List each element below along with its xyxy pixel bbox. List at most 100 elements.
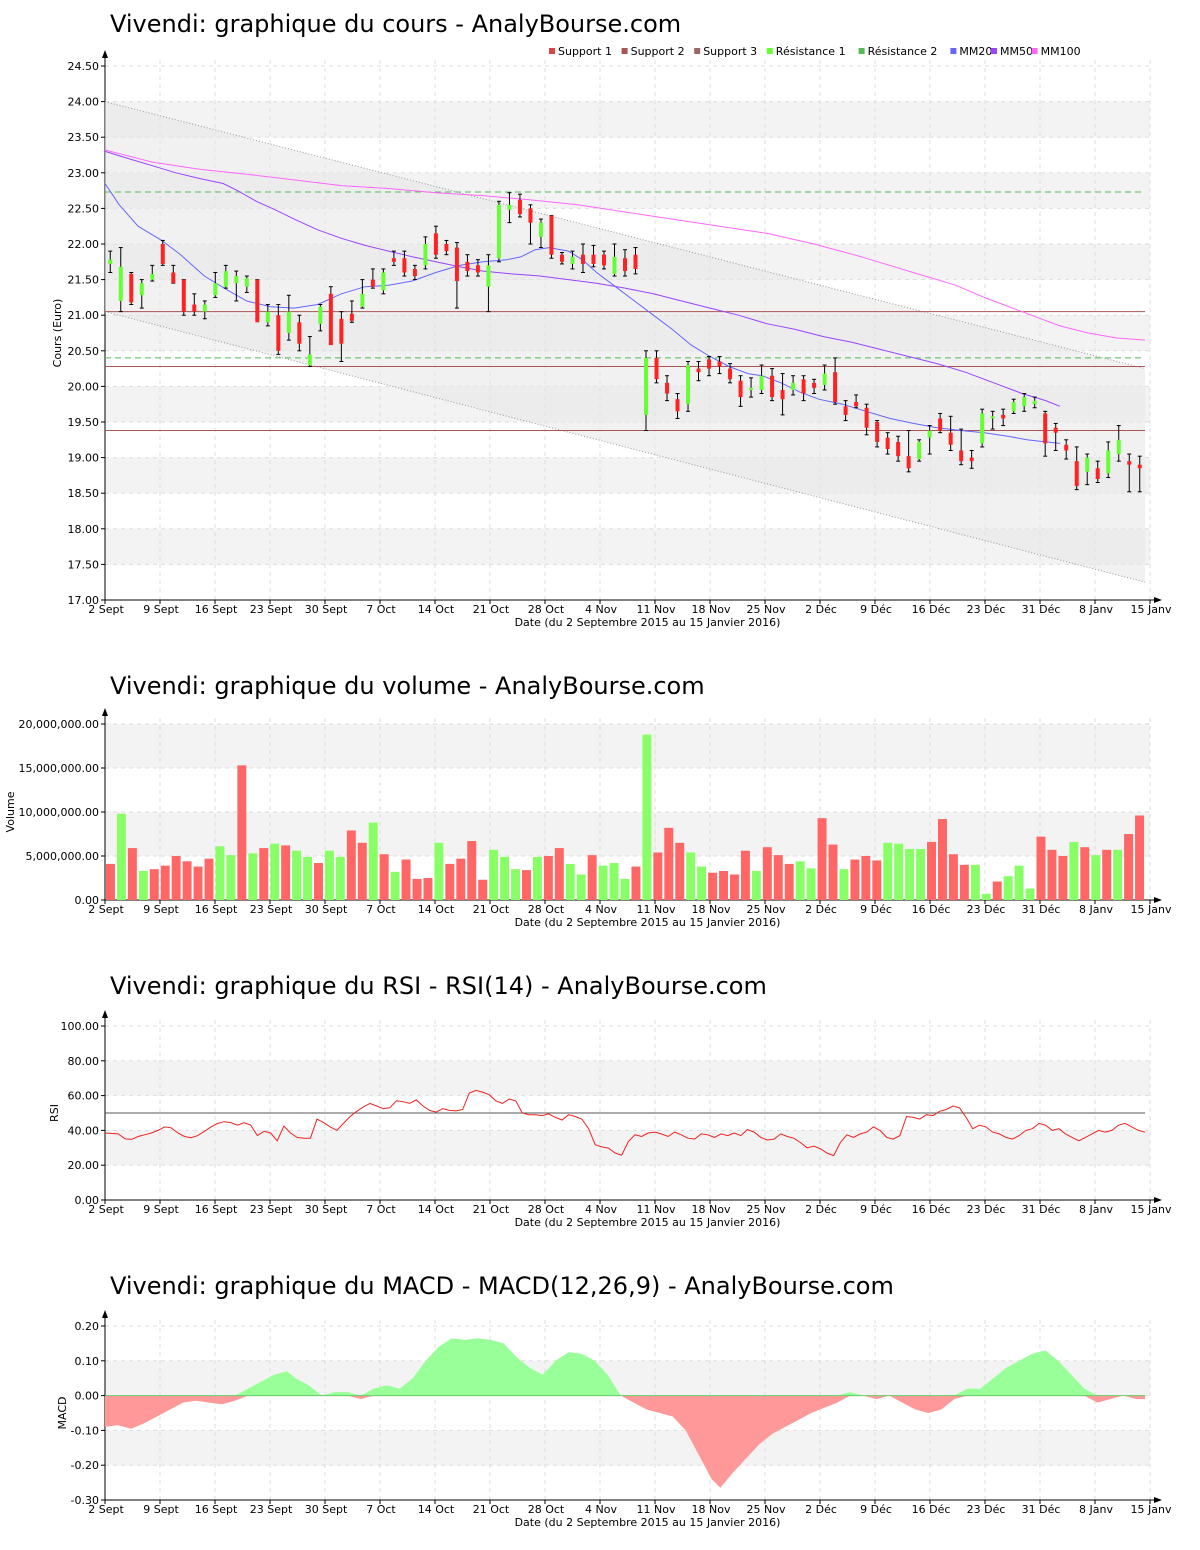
candle-body <box>538 222 543 237</box>
volume-bar <box>324 850 334 900</box>
volume-bar <box>1014 865 1024 900</box>
x-tick-label: 7 Oct <box>366 903 396 916</box>
x-tick-label: 28 Oct <box>528 1503 565 1516</box>
candle-body <box>486 265 491 287</box>
x-tick-label: 7 Oct <box>366 1503 396 1516</box>
candle-body <box>465 261 470 272</box>
candle-body <box>265 311 270 323</box>
candle-body <box>759 375 764 390</box>
volume-bar <box>335 856 345 900</box>
volume-bar <box>412 878 422 900</box>
volume-bar <box>981 893 991 900</box>
grid-band <box>105 724 1150 768</box>
candle-body <box>728 368 733 380</box>
x-tick-label: 15 Janv <box>1131 603 1172 616</box>
x-tick-label: 31 Déc <box>1022 903 1061 916</box>
volume-bar <box>193 866 203 900</box>
x-tick-label: 23 Déc <box>967 1503 1006 1516</box>
volume-chart-title: Vivendi: graphique du volume - AnalyBour… <box>110 672 705 700</box>
x-tick-label: 14 Oct <box>418 603 455 616</box>
y-tick-label: 22.50 <box>68 202 100 215</box>
x-tick-label: 15 Janv <box>1131 1503 1172 1516</box>
candle-body <box>1064 444 1069 451</box>
volume-bar <box>445 863 455 900</box>
x-tick-label: 21 Oct <box>473 603 510 616</box>
volume-bar <box>106 863 115 900</box>
candle-body <box>444 244 449 252</box>
candle-body <box>475 265 480 273</box>
x-tick-label: 16 Sept <box>195 603 238 616</box>
volume-bar <box>664 827 674 900</box>
macd-chart: -0.30 -0.20 -0.10 0.00 0.10 0.20 2 Sept 9 Sept 1… <box>56 1310 1172 1529</box>
x-axis-arrow <box>1154 1197 1162 1203</box>
volume-bar <box>1124 834 1134 900</box>
volume-bar <box>1080 847 1090 900</box>
candle-body <box>1001 414 1006 419</box>
volume-bar <box>292 850 302 900</box>
candle-body <box>843 406 848 415</box>
volume-bar <box>281 845 291 900</box>
candle-body <box>623 258 627 272</box>
x-axis-label: Date (du 2 Septembre 2015 au 15 Janvier … <box>515 1216 781 1229</box>
legend-label: MM50 <box>1000 45 1033 58</box>
volume-bar <box>1102 849 1112 900</box>
volume-bar <box>149 869 159 900</box>
volume-bar <box>478 879 488 900</box>
y-tick-label: 0.20 <box>75 1320 100 1333</box>
volume-bar <box>992 881 1002 900</box>
legend-label: Résistance 2 <box>868 45 938 58</box>
legend-label: Support 1 <box>558 45 612 58</box>
y-tick-label: -0.10 <box>71 1424 99 1437</box>
volume-bar <box>401 859 411 900</box>
candle-body <box>297 322 302 344</box>
y-tick-label: 24.00 <box>68 96 100 109</box>
candle-body <box>528 208 533 223</box>
y-tick-label: 19.50 <box>68 416 100 429</box>
x-tick-label: 11 Nov <box>637 1203 676 1216</box>
candle-body <box>686 365 691 405</box>
legend-swatch <box>621 48 628 54</box>
volume-bar <box>631 866 641 900</box>
candle-body <box>854 402 859 407</box>
y-tick-label: 21.00 <box>68 309 100 322</box>
candle-body <box>559 254 564 262</box>
volume-bar <box>1036 836 1046 900</box>
candle-body <box>150 273 155 280</box>
y-tick-label: 40.00 <box>68 1124 100 1137</box>
x-tick-label: 16 Déc <box>912 1503 951 1516</box>
volume-bar <box>171 856 181 900</box>
x-tick-label: 18 Nov <box>692 903 731 916</box>
volume-bar <box>127 848 137 900</box>
legend-swatch <box>858 48 865 54</box>
candle-body <box>1011 402 1016 412</box>
volume-bar <box>543 856 553 900</box>
volume-bar <box>270 843 280 900</box>
candle-body <box>791 382 796 390</box>
x-axis-arrow <box>1154 1497 1162 1503</box>
candle-body <box>328 293 333 346</box>
x-tick-label: 31 Déc <box>1022 603 1061 616</box>
x-tick-label: 9 Sept <box>143 1503 179 1516</box>
candle-body <box>517 199 522 215</box>
volume-bar <box>237 765 247 900</box>
grid-band <box>105 1060 1150 1096</box>
candle-body <box>1053 427 1058 433</box>
candle-body <box>307 354 312 366</box>
legend-label: Support 3 <box>703 45 757 58</box>
volume-bar <box>894 843 904 900</box>
x-tick-label: 2 Déc <box>805 603 837 616</box>
volume-bar <box>675 842 685 900</box>
legend-label: Résistance 1 <box>776 45 846 58</box>
candle-body <box>1127 461 1132 465</box>
y-tick-label: 18.00 <box>68 523 100 536</box>
y-tick-label: 0.00 <box>75 1194 100 1207</box>
candle-body <box>423 244 428 266</box>
x-tick-label: 2 Sept <box>88 603 124 616</box>
x-tick-label: 2 Sept <box>88 1203 124 1216</box>
candle-body <box>370 279 375 287</box>
x-tick-label: 31 Déc <box>1022 1503 1061 1516</box>
mm50-line <box>104 150 1061 407</box>
x-axis-arrow <box>1154 897 1162 903</box>
x-tick-label: 23 Sept <box>250 903 293 916</box>
x-tick-label: 18 Nov <box>692 1203 731 1216</box>
